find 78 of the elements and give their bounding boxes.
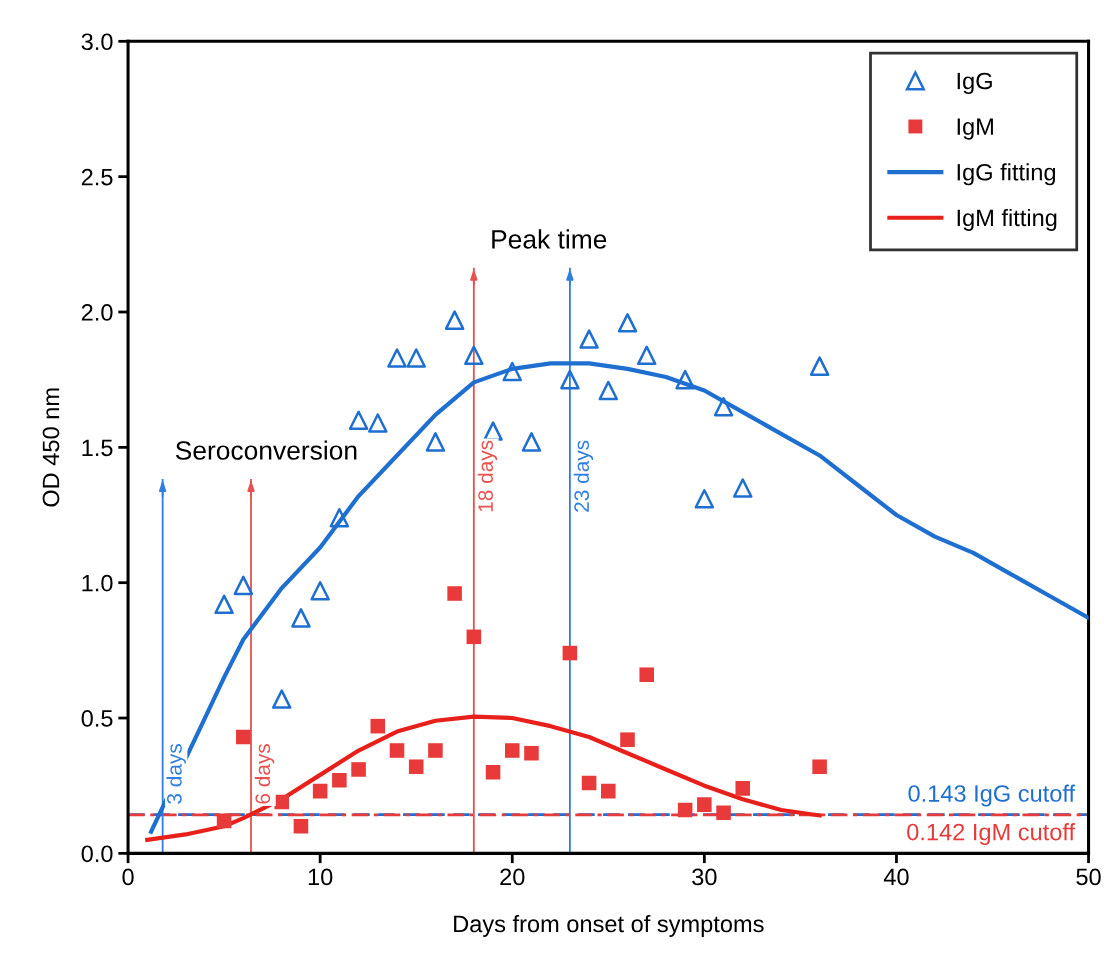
point bbox=[348, 410, 369, 431]
point bbox=[639, 667, 655, 682]
point bbox=[233, 575, 254, 596]
point bbox=[444, 310, 465, 330]
point bbox=[716, 805, 731, 821]
point bbox=[675, 369, 695, 390]
point bbox=[809, 356, 830, 376]
point bbox=[504, 743, 520, 758]
point bbox=[329, 507, 350, 528]
point bbox=[216, 813, 232, 829]
point bbox=[387, 348, 407, 368]
line-series bbox=[145, 714, 822, 842]
legend-label: IgG bbox=[957, 72, 992, 95]
point bbox=[581, 775, 597, 791]
point bbox=[271, 689, 292, 709]
point bbox=[310, 581, 330, 601]
point bbox=[636, 345, 657, 366]
point bbox=[812, 759, 827, 775]
point bbox=[620, 732, 635, 747]
ref-line-label: 23 days bbox=[573, 440, 594, 512]
point bbox=[697, 797, 712, 812]
point bbox=[291, 608, 311, 628]
ref-line-label: 6 days bbox=[254, 744, 275, 804]
x-tick-label: 10 bbox=[308, 868, 333, 886]
x-tick-label: 50 bbox=[1076, 868, 1101, 886]
point bbox=[502, 361, 523, 382]
point bbox=[598, 380, 619, 401]
ref-line-label: 0.143 IgG cutoff bbox=[908, 784, 1076, 807]
y-tick-label: 2.5 bbox=[81, 168, 113, 186]
point bbox=[312, 783, 328, 799]
x-tick-label: 30 bbox=[692, 868, 717, 886]
point bbox=[332, 773, 347, 788]
point bbox=[370, 718, 386, 734]
point bbox=[389, 743, 405, 758]
y-tick-label: 0.5 bbox=[81, 710, 113, 727]
point bbox=[485, 764, 501, 780]
point bbox=[428, 743, 443, 758]
legend-label: IgM fitting bbox=[957, 208, 1057, 231]
point bbox=[524, 745, 539, 761]
point bbox=[735, 781, 751, 796]
point bbox=[236, 729, 251, 745]
point bbox=[562, 645, 578, 661]
x-tick-label: 0 bbox=[122, 868, 134, 886]
point bbox=[713, 396, 734, 417]
point bbox=[521, 432, 542, 452]
point bbox=[466, 629, 482, 645]
point bbox=[406, 348, 426, 368]
point bbox=[694, 489, 715, 509]
ref-line-label: 0.142 IgM cutoff bbox=[907, 823, 1076, 846]
legend-label: IgM bbox=[957, 118, 993, 140]
x-axis-title: Days from onset of symptoms bbox=[454, 914, 764, 937]
y-tick-label: 1.5 bbox=[82, 439, 113, 457]
x-tick-label: 40 bbox=[883, 868, 909, 886]
annotation: Peak time bbox=[492, 229, 607, 249]
ref-line-label: 3 days bbox=[166, 744, 186, 804]
annotation: Seroconversion bbox=[175, 440, 357, 460]
point bbox=[293, 819, 309, 834]
point bbox=[214, 594, 234, 615]
point bbox=[447, 586, 462, 601]
point bbox=[408, 759, 424, 775]
y-tick-label: 3.0 bbox=[81, 33, 113, 51]
y-tick-label: 2.0 bbox=[81, 304, 113, 321]
point bbox=[617, 313, 638, 333]
point bbox=[677, 802, 693, 818]
legend-label: IgG fitting bbox=[957, 163, 1056, 186]
point bbox=[733, 478, 753, 498]
ref-line-label: 18 days bbox=[477, 440, 498, 512]
point bbox=[425, 432, 446, 452]
y-axis-title: OD 450 nm bbox=[42, 388, 60, 507]
point bbox=[560, 369, 580, 390]
point bbox=[579, 329, 599, 349]
point bbox=[601, 783, 616, 799]
x-tick-label: 20 bbox=[500, 868, 525, 886]
point bbox=[368, 413, 388, 433]
point bbox=[351, 762, 366, 777]
y-tick-label: 0.0 bbox=[81, 845, 113, 863]
point bbox=[464, 345, 484, 366]
y-tick-label: 1.0 bbox=[82, 574, 113, 592]
